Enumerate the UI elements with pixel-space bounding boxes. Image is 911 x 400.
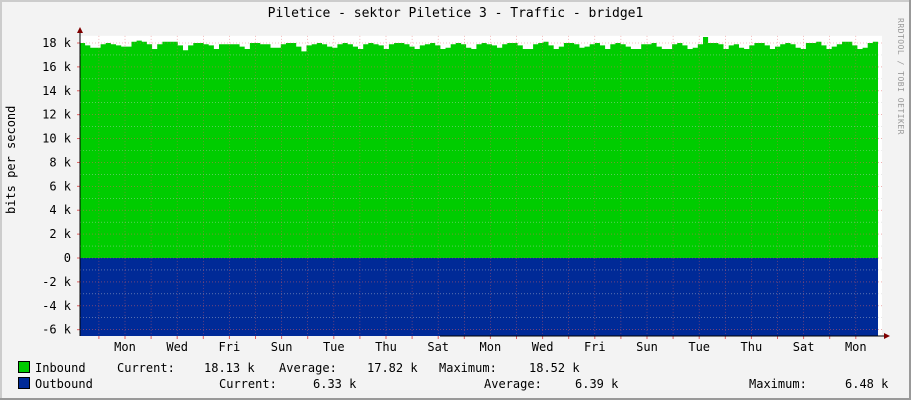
inbound-area xyxy=(80,37,878,258)
outbound-current-value: 6.33 k xyxy=(313,377,357,391)
x-tick-label: Sat xyxy=(427,340,449,354)
inbound-current-label: Current: xyxy=(117,361,175,375)
frame-left-border xyxy=(0,0,2,400)
outbound-area xyxy=(80,258,878,336)
y-tick-label: 14 k xyxy=(42,84,72,98)
y-axis-arrow-icon xyxy=(77,27,83,33)
x-tick-label: Mon xyxy=(480,340,502,354)
rrdtool-watermark: RRDTOOL / TOBI OETIKER xyxy=(896,18,905,135)
y-tick-label: 12 k xyxy=(42,108,72,122)
y-tick-label: 2 k xyxy=(49,227,71,241)
y-tick-label: 16 k xyxy=(42,60,72,74)
y-tick-label: -6 k xyxy=(42,323,72,337)
legend-outbound: Outbound xyxy=(18,377,93,391)
outbound-maximum-label: Maximum: xyxy=(749,377,807,391)
y-tick-label: 0 xyxy=(64,251,71,265)
x-tick-label: Wed xyxy=(532,340,554,354)
x-tick-label: Sun xyxy=(271,340,293,354)
x-tick-label: Fri xyxy=(219,340,241,354)
x-tick-label: Mon xyxy=(845,340,867,354)
y-tick-label: -4 k xyxy=(42,299,72,313)
y-tick-label: 10 k xyxy=(42,132,72,146)
x-axis-arrow-icon xyxy=(884,333,890,339)
outbound-average-value: 6.39 k xyxy=(575,377,619,391)
inbound-maximum-value: 18.52 k xyxy=(529,361,580,375)
y-tick-label: 6 k xyxy=(49,179,71,193)
outbound-current-label: Current: xyxy=(219,377,277,391)
x-tick-label: Tue xyxy=(323,340,345,354)
frame-top-border xyxy=(0,0,911,2)
inbound-average-value: 17.82 k xyxy=(367,361,418,375)
outbound-maximum-value: 6.48 k xyxy=(845,377,889,391)
x-tick-label: Wed xyxy=(166,340,188,354)
y-tick-label: 8 k xyxy=(49,155,71,169)
inbound-current-value: 18.13 k xyxy=(204,361,255,375)
x-tick-label: Thu xyxy=(375,340,397,354)
inbound-maximum-label: Maximum: xyxy=(439,361,497,375)
outbound-swatch xyxy=(18,377,30,389)
x-tick-label: Sun xyxy=(636,340,658,354)
y-tick-label: -2 k xyxy=(42,275,72,289)
x-tick-label: Tue xyxy=(688,340,710,354)
inbound-swatch xyxy=(18,361,30,373)
y-tick-label: 4 k xyxy=(49,203,71,217)
y-tick-label: 18 k xyxy=(42,36,72,50)
inbound-average-label: Average: xyxy=(279,361,337,375)
chart-title: Piletice - sektor Piletice 3 - Traffic -… xyxy=(267,6,644,21)
x-tick-label: Mon xyxy=(114,340,136,354)
outbound-average-label: Average: xyxy=(484,377,542,391)
x-tick-label: Sat xyxy=(793,340,815,354)
outbound-label: Outbound xyxy=(35,377,93,391)
x-tick-label: Thu xyxy=(741,340,763,354)
x-tick-label: Fri xyxy=(584,340,606,354)
legend-inbound: Inbound xyxy=(18,361,86,375)
inbound-label: Inbound xyxy=(35,361,86,375)
